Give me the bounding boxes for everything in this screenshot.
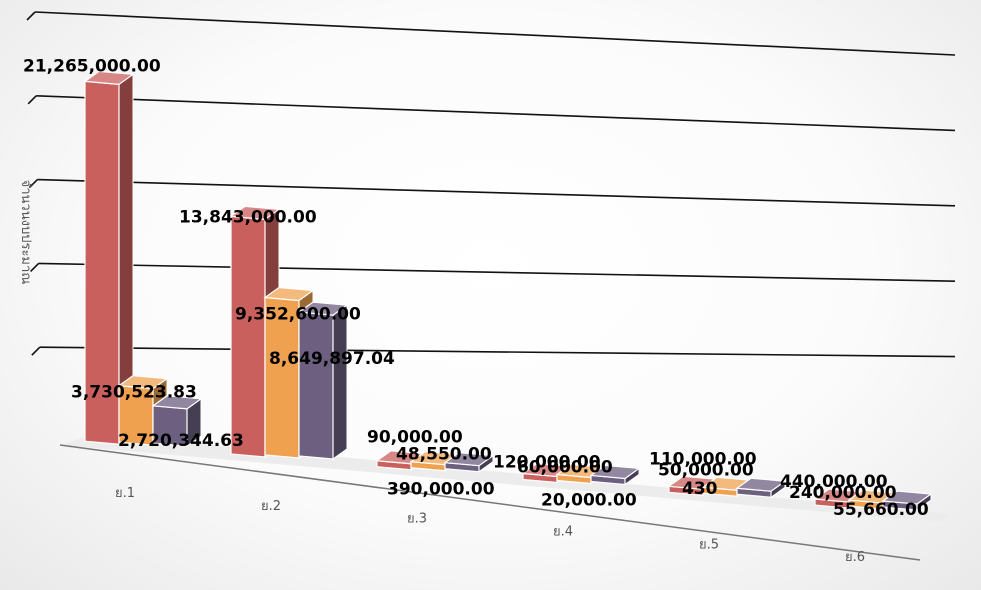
bar-side bbox=[333, 305, 347, 459]
data-label: 21,265,000.00 bbox=[23, 56, 161, 76]
category-label: ย.1 bbox=[115, 486, 135, 501]
data-label: 60,000.00 bbox=[517, 457, 613, 477]
data-label: 3,730,523.83 bbox=[71, 383, 197, 403]
bar bbox=[299, 302, 347, 459]
category-label: ย.4 bbox=[553, 525, 573, 540]
data-label: 8,649,897.04 bbox=[269, 349, 395, 369]
data-label: 13,843,000.00 bbox=[179, 207, 317, 227]
category-label: ย.3 bbox=[407, 512, 427, 527]
data-labels: 21,265,000.00 3,730,523.83 2,720,344.63 13,… bbox=[23, 56, 929, 520]
bar-front bbox=[299, 312, 333, 459]
data-label: 2,720,344.63 bbox=[118, 431, 244, 451]
gridline bbox=[40, 347, 955, 356]
gridline bbox=[35, 12, 955, 55]
gridline bbox=[37, 180, 955, 206]
data-label: 50,000.00 bbox=[658, 460, 754, 480]
y-axis-label: จำนวนงบประมาณ bbox=[18, 180, 33, 285]
data-label: 48,550.00 bbox=[396, 445, 492, 465]
gridline bbox=[36, 96, 955, 131]
gridline bbox=[39, 263, 955, 281]
gridline-edge bbox=[27, 12, 35, 20]
gridline-edge bbox=[28, 96, 36, 104]
gridlines bbox=[27, 12, 955, 357]
data-label: 20,000.00 bbox=[541, 490, 637, 510]
category-label: ย.5 bbox=[699, 537, 719, 552]
data-label: 390,000.00 bbox=[387, 480, 495, 500]
gridline-edge bbox=[32, 347, 40, 355]
category-label: ย.6 bbox=[845, 550, 865, 565]
data-label: 55,660.00 bbox=[833, 500, 929, 520]
category-label: ย.2 bbox=[261, 499, 281, 514]
bar-front bbox=[231, 216, 265, 457]
data-label: 430 bbox=[682, 479, 718, 499]
data-label: 9,352,600.00 bbox=[235, 304, 361, 324]
